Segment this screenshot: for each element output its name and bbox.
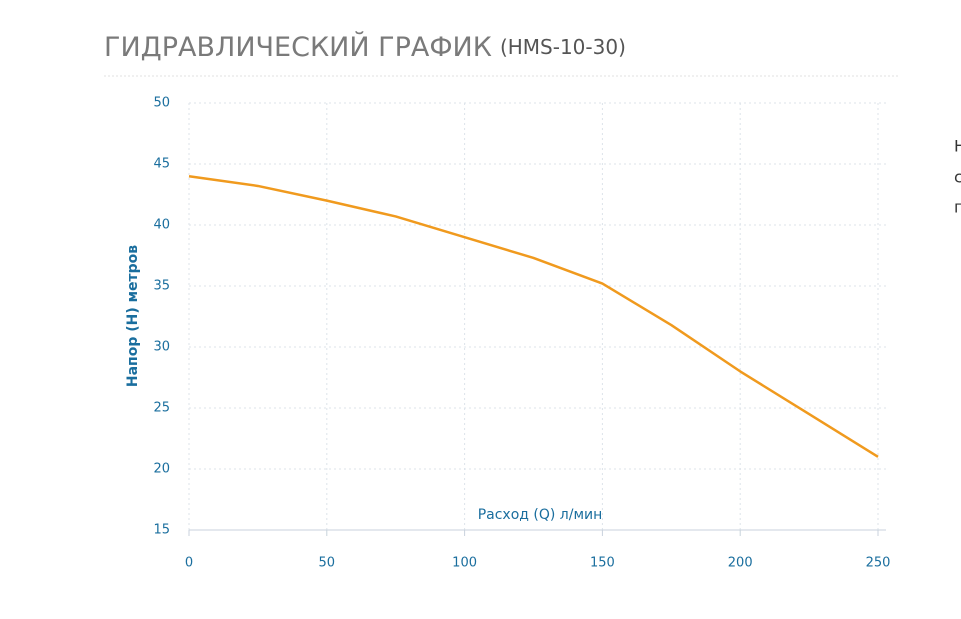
line-series — [188, 174, 879, 458]
x-tick-label: 150 — [590, 556, 615, 571]
side-text: п — [954, 198, 961, 217]
x-tick-label: 200 — [728, 556, 753, 571]
y-tick-label: 45 — [153, 157, 170, 172]
y-tick-label: 40 — [153, 218, 170, 233]
y-axis-label: Напор (H) метров — [125, 245, 141, 387]
x-tick-label: 250 — [866, 556, 891, 571]
y-tick-label: 20 — [153, 462, 170, 477]
x-tick-label: 0 — [185, 556, 193, 571]
y-tick-label: 35 — [153, 279, 170, 294]
side-text: Н — [954, 137, 961, 156]
subtitle: (HMS-10-30) — [500, 35, 626, 59]
title: ГИДРАВЛИЧЕСКИЙ ГРАФИК — [104, 31, 492, 63]
y-tick-label: 30 — [153, 340, 170, 355]
y-tick-label: 50 — [153, 96, 170, 111]
y-tick-label: 25 — [153, 401, 170, 416]
y-tick-label: 15 — [153, 523, 170, 538]
side-text: с — [954, 168, 961, 187]
chart-title: ГИДРАВЛИЧЕСКИЙ ГРАФИК (HMS-10-30) — [104, 31, 626, 63]
x-axis-label: Расход (Q) л/мин — [478, 507, 603, 523]
x-tick-label: 100 — [452, 556, 477, 571]
x-tick-label: 50 — [319, 556, 336, 571]
